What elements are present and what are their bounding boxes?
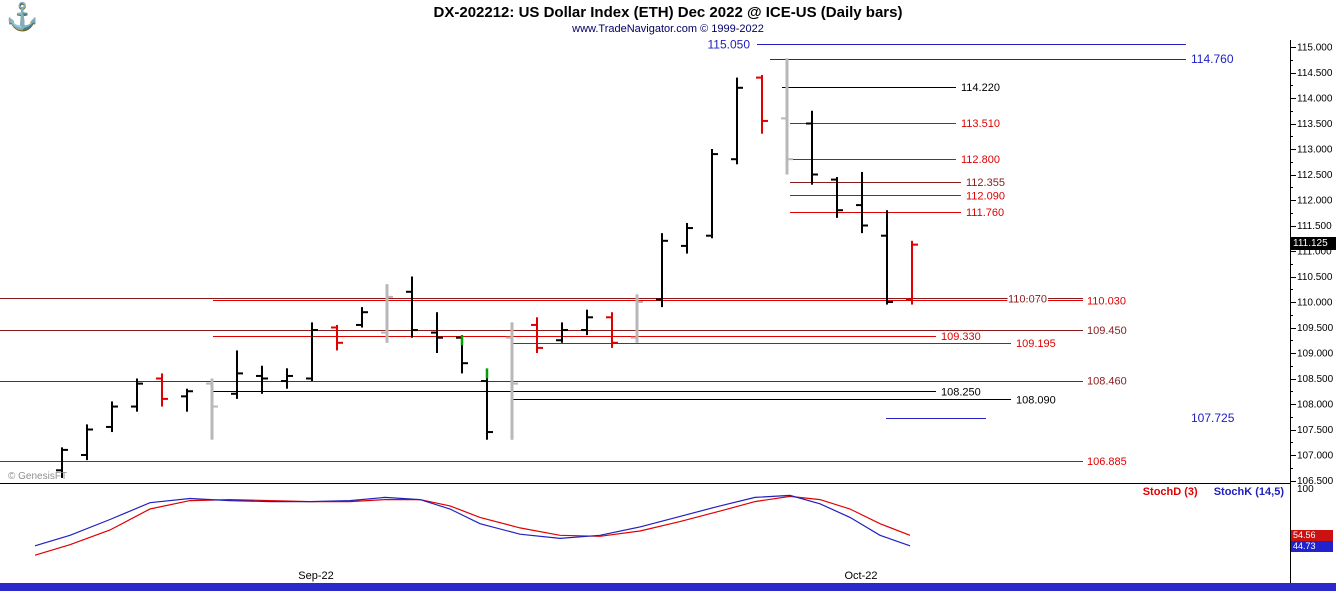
price-level-label: 112.355 [966, 177, 1005, 189]
price-level-label: 110.070 [1008, 293, 1047, 305]
price-level-label: 109.330 [941, 331, 981, 343]
price-level-label: 114.760 [1191, 52, 1234, 66]
price-axis-label: 110.500 [1297, 272, 1333, 283]
genesis-watermark: © GenesisFT [8, 471, 68, 482]
price-level-label: 106.885 [1087, 456, 1127, 468]
last-price-badge: 111.125 [1291, 237, 1336, 250]
price-axis-label: 108.500 [1297, 374, 1334, 385]
price-level-label: 110.030 [1087, 295, 1126, 307]
price-axis-label: 112.500 [1297, 170, 1333, 181]
price-axis-label: 111.500 [1297, 221, 1332, 232]
price-level-label: 109.195 [1016, 338, 1056, 350]
stoch-axis-label: 100 [1297, 484, 1314, 495]
price-level-label: 111.760 [966, 207, 1004, 219]
price-axis-label: 107.500 [1297, 425, 1334, 436]
chart-subtitle: www.TradeNavigator.com © 1999-2022 [572, 23, 764, 35]
stoch-legend: StochD (3) StochK (14,5) [1143, 486, 1284, 498]
price-axis-label: 106.500 [1297, 476, 1334, 487]
x-axis-label: Oct-22 [844, 570, 878, 582]
price-axis-label: 113.500 [1297, 119, 1333, 130]
price-axis-label: 108.000 [1297, 400, 1334, 411]
price-level-label: 107.725 [1191, 411, 1235, 425]
price-axis-label: 114.500 [1297, 68, 1333, 79]
price-axis-label: 109.500 [1297, 323, 1334, 334]
price-level-label: 108.090 [1016, 394, 1056, 406]
price-axis-label: 113.000 [1297, 145, 1333, 156]
price-level-label: 113.510 [961, 118, 1000, 130]
price-axis-label: 109.000 [1297, 349, 1334, 360]
stochk-legend-label[interactable]: StochK (14,5) [1213, 486, 1284, 498]
stochk-line [34, 494, 911, 547]
chart-title: DX-202212: US Dollar Index (ETH) Dec 202… [433, 4, 903, 21]
stochd-legend-label[interactable]: StochD (3) [1142, 486, 1198, 498]
price-axis-label: 111.000 [1297, 247, 1332, 258]
x-axis-label: Sep-22 [298, 570, 334, 582]
price-level-label: 115.050 [708, 37, 751, 51]
price-level-label: 112.800 [961, 154, 1000, 166]
price-level-label: 108.250 [941, 386, 981, 398]
price-level-label: 114.220 [961, 82, 1000, 94]
stochd-line [34, 495, 911, 556]
price-axis-label: 112.000 [1297, 196, 1333, 207]
price-axis-label: 110.000 [1297, 298, 1333, 309]
price-level-label: 112.090 [966, 190, 1005, 202]
price-level-label: 109.450 [1087, 325, 1127, 337]
price-axis-label: 114.000 [1297, 94, 1333, 105]
price-axis-label: 107.000 [1297, 451, 1334, 462]
horizontal-scrollbar[interactable] [0, 583, 1336, 591]
price-axis-label: 115.000 [1297, 43, 1333, 54]
stochk-value-badge: 44.73 [1291, 541, 1333, 552]
app-logo-anchor-icon[interactable]: ⚓ [6, 1, 39, 31]
price-level-label: 108.460 [1087, 376, 1127, 388]
stochd-value-badge: 54.56 [1291, 530, 1333, 541]
